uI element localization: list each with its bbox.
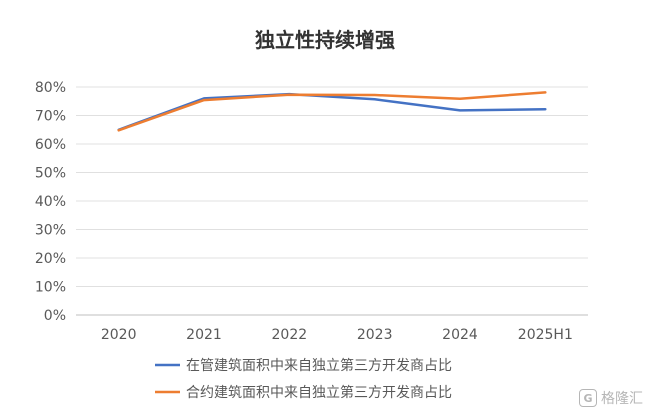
x-tick-label: 2024 [442,327,478,343]
y-tick-label: 10% [35,280,66,296]
series-line-2 [117,91,547,132]
y-axis-tick-labels: 0% 10% 20% 30% 40% 50% 60% 70% 80% [35,80,66,324]
y-tick-label: 40% [35,194,66,210]
x-tick-label: 2020 [101,327,137,343]
legend-label-2: 合约建筑面积中来自独立第三方开发商占比 [186,384,452,401]
x-tick-label: 2021 [186,327,222,343]
series-lines [117,91,547,132]
x-axis-tick-labels: 2020 2021 2022 2023 2024 2025H1 [101,327,573,343]
watermark-text: 格隆汇 [601,391,643,407]
series-line-1 [117,92,547,132]
x-tick-label: 2022 [272,327,308,343]
y-tick-label: 80% [35,80,66,96]
x-tick-label: 2023 [357,327,393,343]
y-tick-label: 60% [35,137,66,153]
y-tick-label: 70% [35,109,66,125]
watermark-logo-icon: G [579,389,597,407]
y-tick-label: 50% [35,166,66,182]
legend-label-1: 在管建筑面积中来自独立第三方开发商占比 [186,357,452,374]
y-tick-label: 0% [44,308,66,324]
x-tick-label: 2025H1 [518,327,573,343]
watermark: G 格隆汇 [579,388,643,408]
chart-title: 独立性持续增强 [255,28,395,52]
y-tick-label: 20% [35,251,66,267]
gridlines [76,86,588,316]
y-tick-label: 30% [35,223,66,239]
